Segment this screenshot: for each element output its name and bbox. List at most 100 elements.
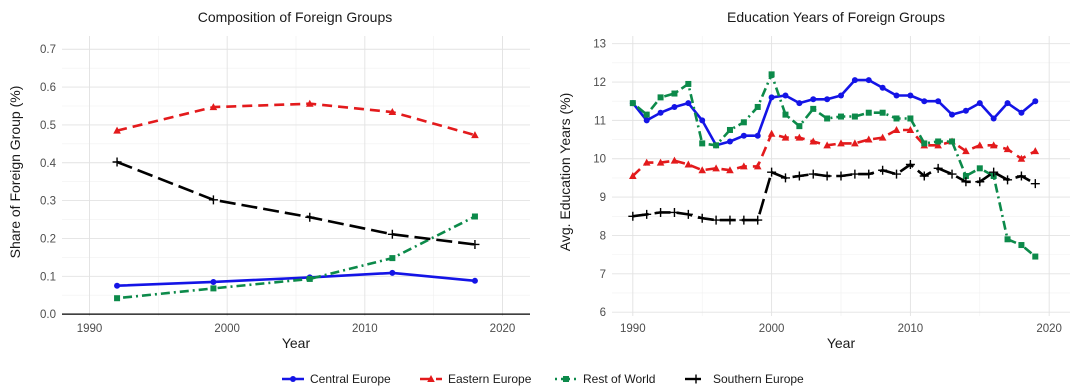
x-tick-label: 2020	[490, 323, 516, 335]
data-point	[113, 126, 121, 134]
x-axis-label: Year	[282, 335, 311, 351]
data-point	[879, 84, 886, 91]
data-point	[962, 147, 970, 155]
data-point	[865, 77, 872, 84]
data-point	[629, 172, 637, 179]
series-eastern-europe	[113, 99, 479, 139]
data-point	[794, 171, 804, 181]
y-tick-label: 8	[600, 230, 606, 242]
data-point	[962, 107, 969, 114]
x-tick-label: 2010	[352, 323, 378, 335]
data-point	[768, 94, 775, 101]
data-point	[305, 99, 314, 107]
data-point	[864, 135, 873, 143]
legend-marker	[427, 375, 435, 382]
y-axis-label: Share of Foreign Group (%)	[7, 86, 23, 259]
data-point	[782, 92, 789, 99]
y-tick-label: 0.5	[40, 120, 56, 132]
x-tick-label: 1990	[77, 323, 103, 335]
data-point	[657, 94, 664, 101]
data-point	[685, 80, 692, 87]
data-point	[739, 215, 749, 225]
data-point	[780, 173, 790, 183]
data-point	[810, 96, 817, 103]
data-point	[864, 169, 874, 179]
y-tick-label: 0.2	[40, 233, 56, 245]
data-point	[838, 113, 844, 120]
y-tick-label: 12	[593, 77, 606, 89]
data-point	[209, 103, 218, 111]
data-point	[685, 100, 692, 107]
data-point	[388, 108, 397, 116]
series-line	[631, 78, 1037, 147]
series-southern-europe	[628, 159, 1040, 225]
data-point	[643, 111, 650, 118]
data-point	[725, 215, 735, 225]
data-point	[642, 158, 651, 166]
data-point	[907, 92, 914, 99]
data-point	[878, 165, 888, 175]
data-point	[699, 140, 706, 147]
legend-marker	[563, 376, 569, 382]
data-point	[671, 90, 678, 97]
data-point	[629, 100, 636, 107]
data-point	[1016, 171, 1026, 181]
data-point	[796, 100, 803, 107]
data-point	[656, 158, 665, 166]
data-point	[642, 209, 652, 219]
data-point	[1018, 242, 1025, 249]
data-point	[628, 211, 638, 221]
data-point	[949, 111, 956, 118]
y-tick-label: 0.1	[40, 271, 56, 283]
data-point	[935, 138, 942, 145]
series-southern-europe	[112, 157, 480, 249]
data-point	[893, 92, 900, 99]
data-point	[208, 195, 218, 205]
series-layer	[628, 71, 1040, 260]
series-line	[632, 163, 1036, 222]
y-axis-ticks: 0.0 0.1 0.2 0.3 0.4 0.5 0.6 0.7	[40, 44, 57, 321]
data-point	[933, 163, 943, 173]
data-point	[822, 171, 832, 181]
data-point	[726, 166, 734, 174]
data-point	[713, 142, 720, 149]
data-point	[387, 229, 397, 239]
data-point	[976, 100, 983, 107]
data-point	[740, 119, 747, 126]
data-point	[305, 212, 315, 222]
data-point	[697, 213, 707, 223]
legend-label: Rest of World	[583, 372, 655, 386]
data-point	[112, 157, 122, 167]
data-point	[961, 177, 971, 187]
data-point	[921, 98, 928, 105]
data-point	[838, 92, 844, 99]
data-point	[809, 137, 818, 145]
x-axis-ticks: 1990 2000 2010 2020	[620, 323, 1062, 335]
series-line	[631, 128, 1036, 177]
data-point	[657, 109, 664, 116]
y-tick-label: 0.0	[40, 309, 56, 321]
y-tick-label: 6	[600, 307, 606, 319]
grid	[612, 36, 1070, 316]
legend-label: Eastern Europe	[448, 372, 532, 386]
x-tick-label: 1990	[620, 323, 646, 335]
grid	[62, 36, 530, 316]
data-point	[796, 123, 803, 130]
data-point	[767, 129, 776, 137]
data-point	[962, 173, 969, 179]
data-point	[865, 109, 872, 116]
data-point	[947, 169, 957, 179]
data-point	[754, 132, 761, 139]
data-point	[808, 169, 818, 179]
data-point	[114, 295, 121, 302]
legend: Central Europe Eastern Europe Rest of Worl…	[282, 372, 804, 386]
data-point	[934, 141, 942, 149]
series-eastern-europe	[629, 125, 1040, 179]
data-point	[389, 255, 396, 262]
data-point	[389, 269, 396, 276]
data-point	[306, 275, 313, 282]
data-point	[905, 159, 915, 169]
data-point	[699, 117, 706, 124]
data-point	[851, 113, 858, 120]
data-point	[906, 125, 915, 133]
